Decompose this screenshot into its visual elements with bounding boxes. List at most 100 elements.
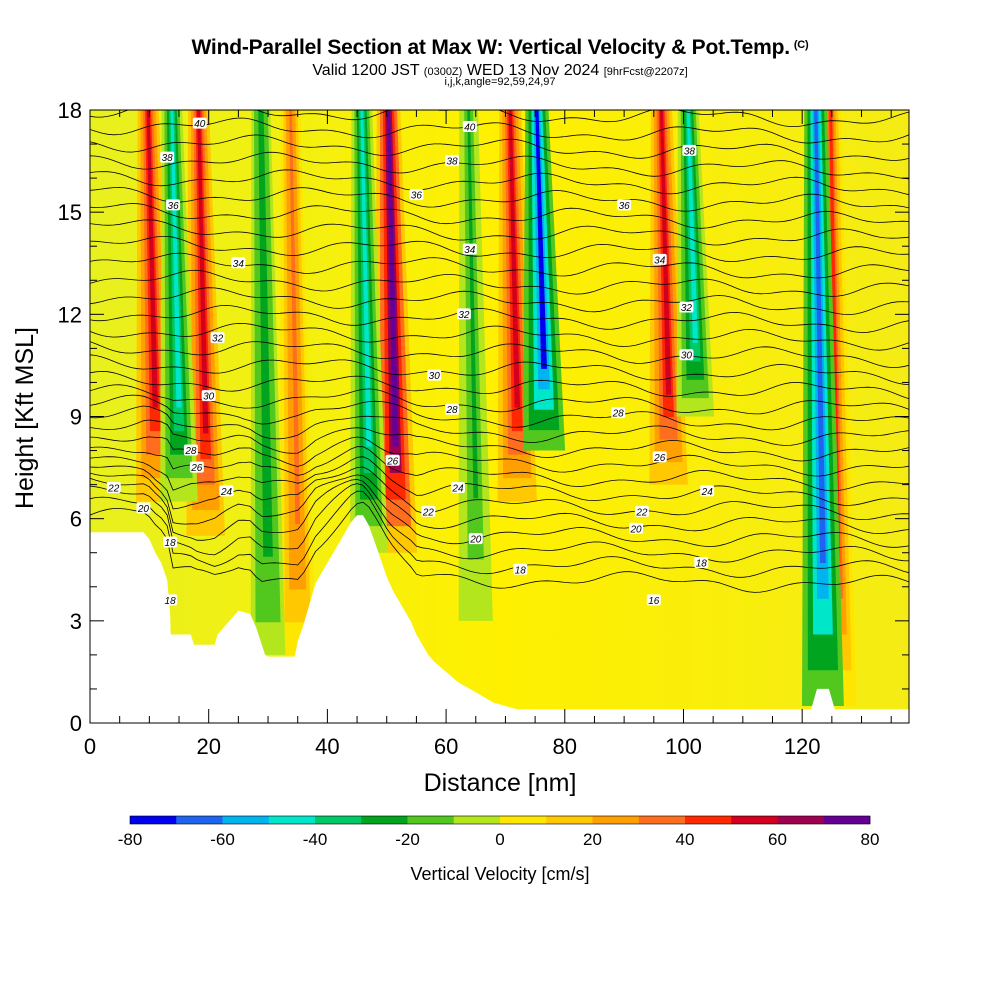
colorbar-frame (129, 815, 871, 825)
colorbar-tick-label: 20 (583, 830, 602, 849)
svg-text:34: 34 (654, 255, 666, 266)
theta-contour-label-32: 18 (163, 536, 178, 549)
downdraft-band-2 (350, 110, 388, 553)
theta-contour-label-12: 32 (456, 308, 471, 321)
svg-text:36: 36 (168, 201, 180, 212)
forecast-label: [9hrFcst@2207z] (603, 66, 688, 78)
svg-text:16: 16 (648, 596, 660, 607)
colorbar-tick-label: 60 (768, 830, 787, 849)
svg-text:32: 32 (458, 310, 470, 321)
colorbar-swatch (361, 816, 408, 824)
theta-contour-label-35: 18 (163, 594, 178, 607)
svg-text:26: 26 (653, 453, 666, 464)
colorbar-swatch (176, 816, 223, 824)
plot-area: 40 40 38 38 38 36 36 36 34 34 34 32 32 32 30 30 30 28 28 28… (90, 31, 909, 723)
theta-contour-label-24: 24 (450, 482, 465, 495)
svg-text:38: 38 (162, 153, 174, 164)
theta-contour-label-23: 24 (219, 485, 234, 498)
theta-contour-line-6 (90, 456, 909, 506)
theta-contour-label-11: 32 (210, 332, 225, 345)
chart-title-text: Wind-Parallel Section at Max W: Vertical… (191, 36, 791, 59)
theta-contour-label-9: 34 (462, 243, 477, 256)
chart-subtitle: Valid 1200 JST (0300Z) WED 13 Nov 2024 [… (0, 62, 1000, 80)
theta-contour-label-5: 36 (166, 199, 181, 212)
theta-contour-label-10: 34 (652, 253, 667, 266)
theta-contour-label-4: 38 (682, 144, 697, 157)
theta-contour-line-4 (90, 472, 909, 535)
theta-contour-line-11 (90, 394, 909, 431)
svg-text:40: 40 (194, 119, 206, 130)
theta-contour-line-31 (90, 68, 909, 93)
theta-contour-line-24 (90, 186, 909, 212)
valid-date: WED 13 Nov 2024 (466, 62, 600, 79)
theta-contour-label-14: 30 (201, 390, 216, 403)
terrain-mask (90, 515, 909, 723)
theta-contour-label-16: 30 (679, 349, 694, 362)
theta-contour-label-22: 26 (652, 451, 667, 464)
theta-contour-label-0: 40 (192, 117, 207, 130)
colorbar-swatch (500, 816, 547, 824)
svg-text:34: 34 (233, 259, 245, 270)
colorbar-tick-label: -20 (395, 830, 420, 849)
y-tick-label: 9 (70, 405, 82, 430)
svg-text:26: 26 (190, 463, 203, 474)
colorbar-tick-label: -40 (303, 830, 328, 849)
theta-contour-line-17 (90, 304, 909, 333)
colorbar-tick-label: 40 (676, 830, 695, 849)
theta-contour-label-33: 18 (513, 563, 528, 576)
svg-text:18: 18 (696, 558, 708, 569)
x-tick-label: 60 (434, 734, 458, 759)
colorbar-label: Vertical Velocity [cm/s] (410, 864, 589, 884)
y-tick-label: 6 (70, 507, 82, 532)
svg-text:40: 40 (464, 123, 476, 134)
theta-contour-label-36: 16 (646, 594, 661, 607)
theta-contour-line-2 (90, 483, 909, 563)
colorbar-tick-label: 0 (495, 830, 504, 849)
theta-contour-line-8 (90, 436, 909, 477)
theta-contour-line-23 (90, 203, 909, 229)
theta-contour-line-33 (90, 31, 909, 58)
colorbar-swatch (546, 816, 593, 824)
colorbar-swatch (777, 816, 825, 824)
colorbar-tick-label: -60 (210, 830, 235, 849)
y-tick-label: 18 (58, 98, 82, 123)
theta-contour-label-8: 34 (231, 257, 246, 270)
colorbar-swatch (315, 816, 362, 824)
theta-contour-line-7 (90, 446, 909, 492)
x-tick-label: 20 (196, 734, 220, 759)
theta-contour-label-17: 28 (183, 444, 198, 457)
svg-text:38: 38 (684, 146, 696, 157)
svg-text:26: 26 (386, 456, 399, 467)
svg-text:32: 32 (212, 334, 224, 345)
svg-text:36: 36 (619, 201, 631, 212)
x-tick-label: 100 (665, 734, 702, 759)
updraft-band-2 (279, 110, 316, 655)
theta-contours (90, 31, 909, 593)
svg-text:24: 24 (451, 484, 464, 495)
valid-utc: (0300Z) (423, 66, 463, 78)
theta-contour-label-1: 40 (462, 121, 477, 134)
svg-text:30: 30 (203, 392, 215, 403)
theta-contour-line-22 (90, 219, 909, 246)
theta-contour-line-3 (90, 477, 909, 548)
svg-text:36: 36 (411, 191, 423, 202)
colorbar: -80 -60 -40 -20 0 20 40 60 80 (118, 815, 879, 849)
x-tick-label: 0 (84, 734, 96, 759)
y-tick-label: 3 (70, 609, 82, 634)
x-tick-label: 80 (553, 734, 577, 759)
theta-contour-line-18 (90, 287, 909, 316)
theta-contour-label-28: 22 (634, 505, 649, 518)
chart-title: Wind-Parallel Section at Max W: Vertical… (0, 36, 1000, 60)
svg-text:18: 18 (165, 596, 177, 607)
svg-text:30: 30 (429, 371, 441, 382)
theta-contour-label-15: 30 (427, 369, 442, 382)
svg-text:30: 30 (681, 351, 693, 362)
x-axis-label: Distance [nm] (424, 769, 577, 797)
svg-text:28: 28 (445, 405, 458, 416)
colorbar-swatch (823, 816, 871, 824)
theta-contour-line-25 (90, 169, 909, 196)
colorbar-swatch (685, 816, 732, 824)
x-axis: 0 20 40 60 80 100 120 (84, 110, 892, 759)
